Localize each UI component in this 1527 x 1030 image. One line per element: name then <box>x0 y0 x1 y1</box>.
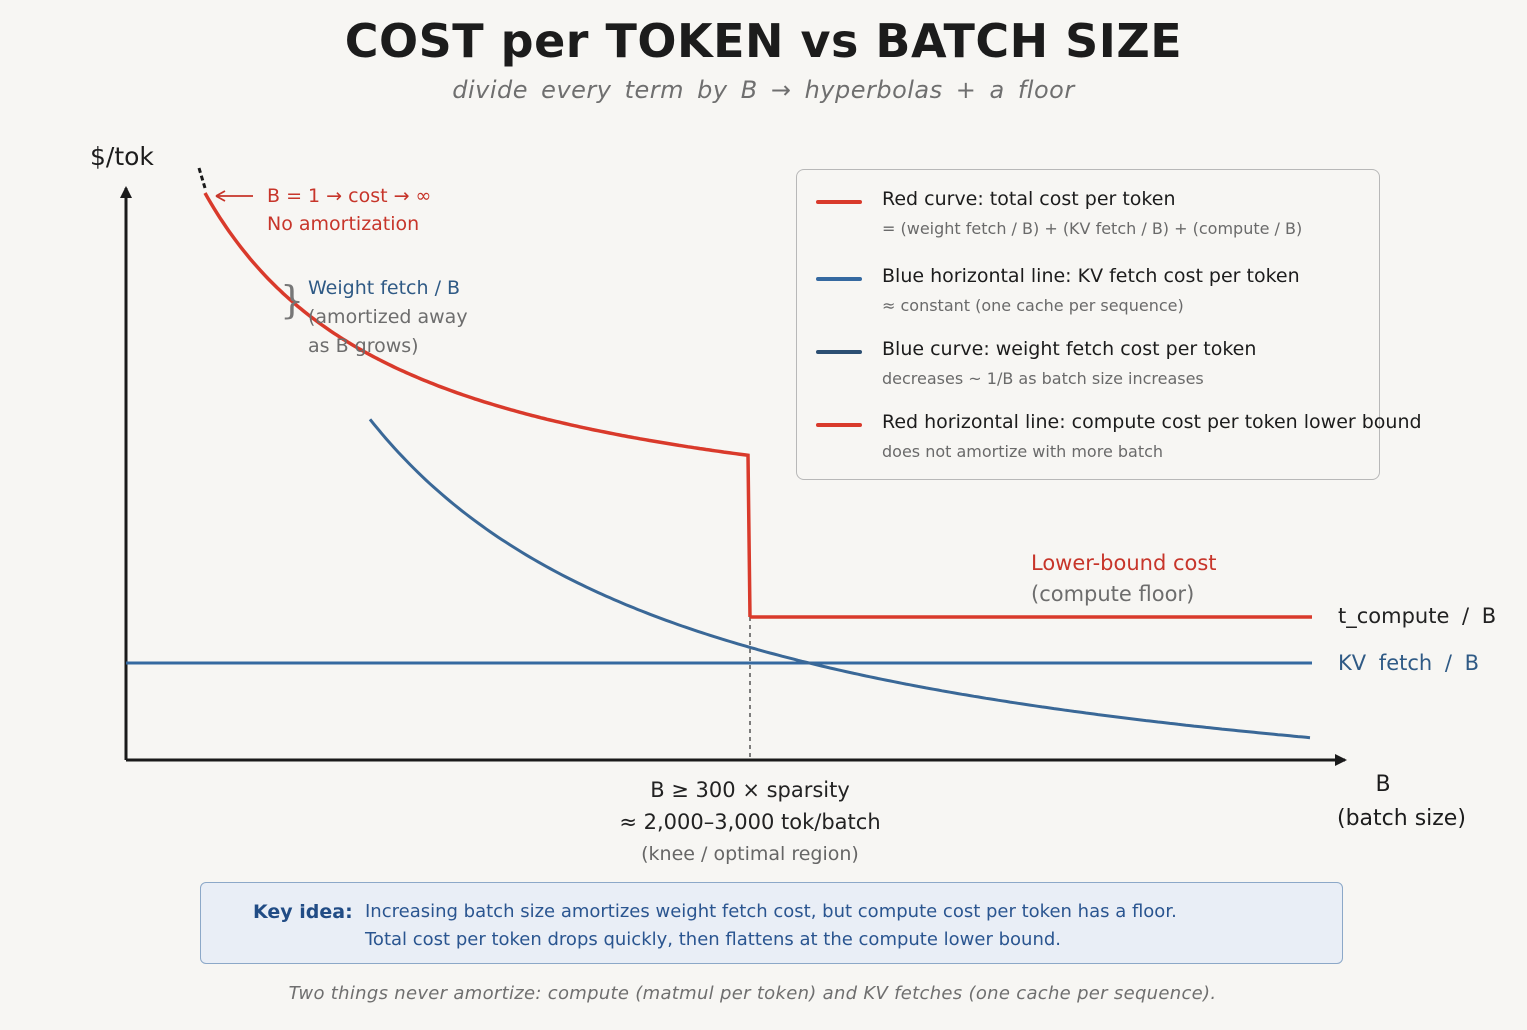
legend-box: Red curve: total cost per token = (weigh… <box>796 169 1422 480</box>
lower-bound-annotation: Lower-bound cost (compute floor) <box>1031 548 1217 610</box>
b1-tick-mark <box>197 167 207 189</box>
x-axis-label: B (batch size) <box>1337 768 1466 836</box>
knee-annotation-line2: ≈ 2,000–3,000 tok/batch <box>619 810 881 834</box>
legend-title: Red curve: total cost per token <box>882 188 1176 210</box>
key-idea-box: Key idea: Increasing batch size amortize… <box>200 882 1343 964</box>
legend-desc: ≈ constant (one cache per sequence) <box>882 296 1184 315</box>
legend-item-weight-fetch: Blue curve: weight fetch cost per token … <box>797 338 1377 398</box>
legend-desc: does not amortize with more batch <box>882 442 1164 461</box>
legend-title: Blue horizontal line: KV fetch cost per … <box>882 265 1300 287</box>
chart-title: COST per TOKEN vs BATCH SIZE <box>344 14 1183 68</box>
total-cost-curve <box>203 192 752 618</box>
chart-subtitle: divide every term by B → hyperbolas + a … <box>452 76 1075 104</box>
lower-bound-annotation-line1: Lower-bound cost <box>1031 551 1217 575</box>
weight-fetch-curve <box>368 418 1311 740</box>
weight-fetch-annotation-line3: as B grows) <box>308 335 419 357</box>
weight-fetch-annotation-line1: Weight fetch / B <box>308 277 461 299</box>
legend-swatch-red-curve <box>816 200 862 204</box>
legend-swatch-blue-line <box>816 277 862 281</box>
weight-fetch-annotation: Weight fetch / B (amortized away as B gr… <box>308 274 468 361</box>
legend-swatch-red-line <box>816 423 862 427</box>
legend-item-kv-fetch: Blue horizontal line: KV fetch cost per … <box>797 265 1377 325</box>
knee-annotation-line3: (knee / optimal region) <box>641 843 859 865</box>
brace-icon: } <box>280 278 305 322</box>
legend-item-total-cost: Red curve: total cost per token = (weigh… <box>797 188 1377 248</box>
weight-fetch-annotation-line2: (amortized away <box>308 306 468 328</box>
knee-annotation-line1: B ≥ 300 × sparsity <box>650 778 850 802</box>
key-idea-line1: Increasing batch size amortizes weight f… <box>365 901 1177 922</box>
legend-title: Blue curve: weight fetch cost per token <box>882 338 1257 360</box>
legend-desc: = (weight fetch / B) + (KV fetch / B) + … <box>882 219 1303 238</box>
legend-desc: decreases ~ 1/B as batch size increases <box>882 369 1204 388</box>
key-idea-label: Key idea: <box>253 901 353 923</box>
key-idea-line2: Total cost per token drops quickly, then… <box>365 929 1061 950</box>
t-compute-label: t_compute / B <box>1338 604 1497 628</box>
b1-annotation: B = 1 → cost → ∞ No amortization <box>267 182 431 238</box>
knee-annotation: B ≥ 300 × sparsity ≈ 2,000–3,000 tok/bat… <box>550 774 950 870</box>
y-axis-label: $/tok <box>90 142 154 171</box>
footnote: Two things never amortize: compute (matm… <box>288 983 1217 1004</box>
b1-annotation-line2: No amortization <box>267 213 420 235</box>
x-axis-label-sub: (batch size) <box>1337 806 1466 831</box>
x-axis-label-main: B <box>1375 772 1391 797</box>
legend-item-compute-floor: Red horizontal line: compute cost per to… <box>797 411 1422 471</box>
b1-pointer-arrowhead <box>215 190 226 202</box>
lower-bound-annotation-line2: (compute floor) <box>1031 582 1195 606</box>
kv-fetch-label: KV fetch / B <box>1338 651 1480 675</box>
b1-annotation-line1: B = 1 → cost → ∞ <box>267 185 432 207</box>
legend-title: Red horizontal line: compute cost per to… <box>882 411 1422 433</box>
legend-swatch-blue-curve <box>816 350 862 354</box>
